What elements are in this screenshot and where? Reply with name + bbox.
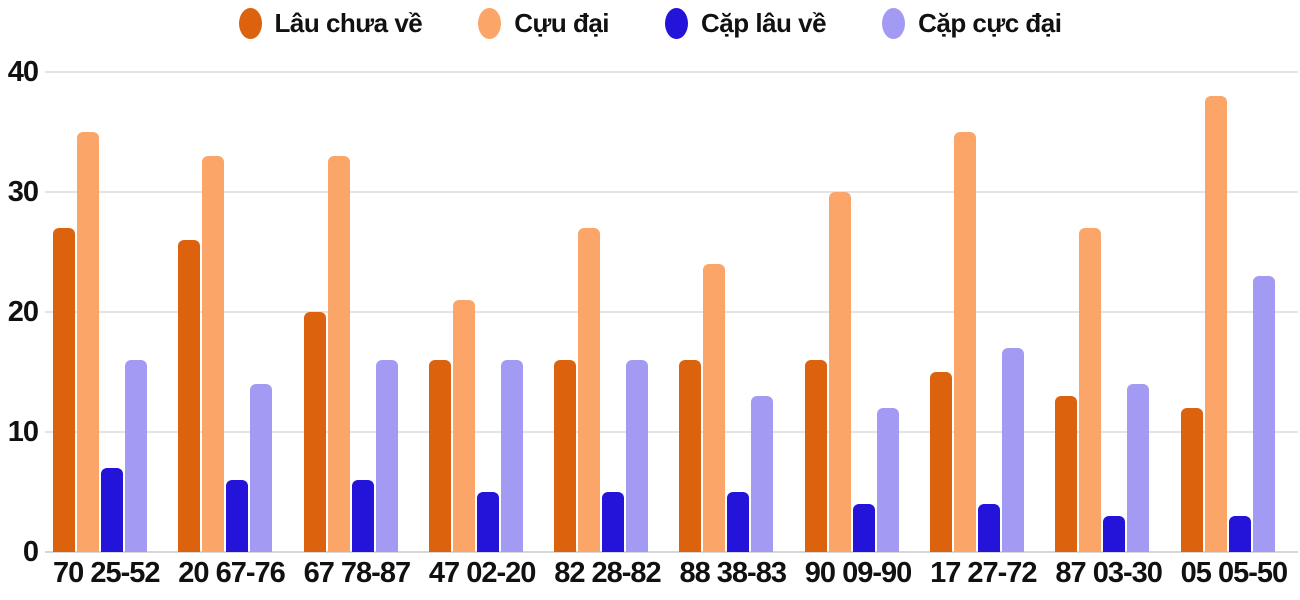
bar-group-0 xyxy=(45,72,170,552)
bar-8-series-1 xyxy=(1079,228,1102,552)
bar-group-5 xyxy=(671,72,796,552)
bar-group-2 xyxy=(296,72,421,552)
bar-group-1 xyxy=(170,72,295,552)
y-tick-label-10: 10 xyxy=(7,416,39,448)
gridline-0 xyxy=(45,551,1298,553)
bar-5-series-2 xyxy=(727,492,750,552)
bar-groups xyxy=(45,72,1298,552)
bar-2-series-0 xyxy=(303,312,326,552)
legend-swatch-icon xyxy=(882,7,906,39)
bar-7-series-1 xyxy=(954,132,977,552)
legend-label: Cặp lâu về xyxy=(701,7,827,38)
x-label-4: 82 28-82 xyxy=(554,557,662,589)
legend-swatch-icon xyxy=(665,7,689,39)
bar-9-series-3 xyxy=(1252,276,1275,552)
bar-1-series-3 xyxy=(250,384,273,552)
x-label-3: 47 02-20 xyxy=(428,557,537,589)
bar-0-series-2 xyxy=(101,468,123,552)
legend-label: Cặp cực đại xyxy=(918,7,1062,38)
bar-group-7 xyxy=(922,72,1047,552)
bar-4-series-1 xyxy=(578,228,601,552)
bar-6-series-3 xyxy=(876,408,899,552)
bar-6-series-2 xyxy=(852,504,875,552)
x-label-2: 67 78-87 xyxy=(303,557,412,589)
bar-9-series-2 xyxy=(1228,516,1251,552)
bar-8-series-2 xyxy=(1103,516,1126,552)
x-label-8: 87 03-30 xyxy=(1055,557,1163,589)
legend-swatch-icon xyxy=(238,7,262,39)
bar-group-6 xyxy=(797,72,922,552)
legend-item-2: Cặp lâu về xyxy=(665,7,827,39)
bar-3-series-3 xyxy=(500,360,523,552)
bar-2-series-2 xyxy=(351,480,374,552)
bar-1-series-2 xyxy=(226,480,249,552)
gridline-20 xyxy=(45,311,1298,313)
x-label-7: 17 27-72 xyxy=(930,557,1038,589)
bar-2-series-3 xyxy=(375,360,398,552)
bar-3-series-1 xyxy=(452,300,475,552)
legend-label: Cựu đại xyxy=(514,7,610,38)
x-label-6: 90 09-90 xyxy=(804,557,913,589)
bar-4-series-2 xyxy=(602,492,625,552)
bar-2-series-1 xyxy=(327,156,350,552)
x-axis-labels: 70 25-52 20 67-76 67 78-87 47 02-20 82 28-82… xyxy=(45,557,1298,590)
legend-item-3: Cặp cực đại xyxy=(882,7,1062,39)
bar-1-series-0 xyxy=(178,240,201,552)
bar-3-series-0 xyxy=(428,360,451,552)
legend-label: Lâu chưa về xyxy=(274,7,423,38)
bar-5-series-0 xyxy=(679,360,702,552)
y-tick-label-0: 0 xyxy=(22,536,39,568)
bar-5-series-1 xyxy=(703,264,726,552)
y-tick-label-40: 40 xyxy=(7,56,39,88)
x-label-5: 88 38-83 xyxy=(679,557,787,589)
bar-6-series-0 xyxy=(804,360,827,552)
bar-7-series-2 xyxy=(978,504,1001,552)
bar-9-series-0 xyxy=(1180,408,1203,552)
x-label-0: 70 25-52 xyxy=(53,557,161,589)
bar-0-series-3 xyxy=(125,360,147,552)
legend-item-1: Cựu đại xyxy=(478,7,610,39)
bar-0-series-0 xyxy=(53,228,75,552)
bar-3-series-2 xyxy=(476,492,499,552)
bar-6-series-1 xyxy=(828,192,851,552)
bar-1-series-1 xyxy=(202,156,225,552)
bar-5-series-3 xyxy=(751,396,774,552)
bar-9-series-1 xyxy=(1204,96,1227,552)
bar-group-9 xyxy=(1173,72,1298,552)
bar-8-series-3 xyxy=(1127,384,1150,552)
bar-0-series-1 xyxy=(77,132,99,552)
x-label-9: 05 05-50 xyxy=(1180,557,1289,589)
chart-legend: Lâu chưa về Cựu đại Cặp lâu về Cặp cực đại xyxy=(0,0,1300,46)
gridline-40 xyxy=(45,71,1298,73)
bar-4-series-0 xyxy=(554,360,577,552)
plot-area: 0 10 20 30 40 xyxy=(8,57,1298,567)
bar-group-4 xyxy=(546,72,671,552)
bar-4-series-3 xyxy=(626,360,649,552)
legend-item-0: Lâu chưa về xyxy=(238,7,423,39)
legend-swatch-icon xyxy=(478,7,502,39)
y-tick-label-20: 20 xyxy=(7,296,39,328)
x-label-1: 20 67-76 xyxy=(178,557,286,589)
bar-group-3 xyxy=(421,72,546,552)
gridline-30 xyxy=(45,191,1298,193)
bar-group-8 xyxy=(1047,72,1172,552)
bar-7-series-0 xyxy=(930,372,953,552)
bar-8-series-0 xyxy=(1055,396,1078,552)
y-tick-label-30: 30 xyxy=(7,176,39,208)
bar-7-series-3 xyxy=(1002,348,1025,552)
gridline-10 xyxy=(45,431,1298,433)
